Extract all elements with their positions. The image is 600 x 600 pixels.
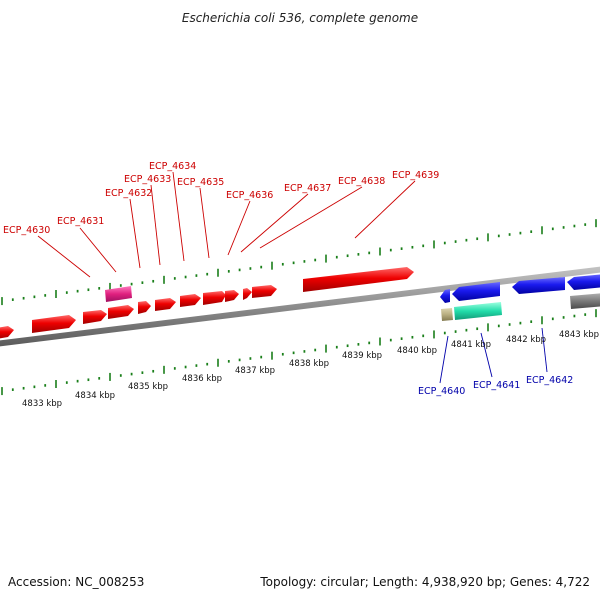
kbp-label: 4839 kbp xyxy=(342,351,382,361)
gene-feature[interactable] xyxy=(512,277,565,294)
gene-feature[interactable] xyxy=(83,310,107,324)
bottom-scale-ticks xyxy=(1,309,597,396)
top-scale-ticks xyxy=(1,219,597,306)
kbp-label: 4837 kbp xyxy=(235,366,275,376)
kbp-label: 4841 kbp xyxy=(451,340,491,350)
gene-feature[interactable] xyxy=(108,305,134,319)
kbp-label: 4836 kbp xyxy=(182,374,222,384)
gene-label[interactable]: ECP_4634 xyxy=(149,161,196,172)
leader-line xyxy=(259,186,363,249)
rna-feature[interactable] xyxy=(105,286,132,302)
leader-line xyxy=(150,184,161,266)
kbp-label: 4835 kbp xyxy=(128,382,168,392)
gene-label-leaders xyxy=(37,171,548,384)
accession-text: Accession: NC_008253 xyxy=(8,575,144,589)
top-strand-genes xyxy=(0,267,414,339)
leader-line xyxy=(354,180,416,239)
gene-label[interactable]: ECP_4638 xyxy=(338,176,385,187)
genome-summary-text: Topology: circular; Length: 4,938,920 bp… xyxy=(259,575,590,589)
gene-label[interactable]: ECP_4633 xyxy=(124,174,171,185)
gene-feature[interactable] xyxy=(252,285,277,298)
leader-line xyxy=(439,335,449,384)
leader-line xyxy=(240,193,309,253)
leader-line xyxy=(227,200,251,256)
gene-feature[interactable] xyxy=(32,315,76,333)
gene-feature[interactable] xyxy=(570,293,600,309)
gene-label[interactable]: ECP_4635 xyxy=(177,177,224,188)
leader-line xyxy=(172,171,185,262)
leader-line xyxy=(480,332,493,378)
gene-feature[interactable] xyxy=(243,288,252,300)
gene-feature[interactable] xyxy=(0,326,14,339)
gene-label[interactable]: ECP_4630 xyxy=(3,225,50,236)
gene-labels: ECP_4630 ECP_4631 ECP_4632 ECP_4633 ECP_4634… xyxy=(3,161,573,397)
gene-feature[interactable] xyxy=(303,267,414,292)
gene-feature[interactable] xyxy=(138,301,151,314)
kbp-label: 4833 kbp xyxy=(22,399,62,409)
gene-label[interactable]: ECP_4631 xyxy=(57,216,104,227)
leader-line xyxy=(79,227,117,273)
map-title: Escherichia coli 536, complete genome xyxy=(182,11,418,25)
gene-label[interactable]: ECP_4641 xyxy=(473,380,520,391)
gene-label[interactable]: ECP_4637 xyxy=(284,183,331,194)
bottom-strand-genes xyxy=(440,274,600,321)
gene-feature[interactable] xyxy=(203,291,226,305)
gene-label[interactable]: ECP_4642 xyxy=(526,375,573,386)
gene-label[interactable]: ECP_4639 xyxy=(392,170,439,181)
gene-feature[interactable] xyxy=(441,308,453,321)
leader-line xyxy=(199,187,210,259)
gene-feature[interactable] xyxy=(225,290,239,302)
genome-backbone xyxy=(0,266,600,347)
leader-line xyxy=(541,327,548,373)
gene-feature[interactable] xyxy=(454,302,502,320)
gene-label[interactable]: ECP_4636 xyxy=(226,190,273,201)
gene-feature[interactable] xyxy=(180,294,201,307)
leader-line xyxy=(37,235,91,278)
gene-label[interactable]: ECP_4632 xyxy=(105,188,152,199)
kbp-label: 4838 kbp xyxy=(289,359,329,369)
gene-feature[interactable] xyxy=(567,274,600,290)
kbp-label: 4842 kbp xyxy=(506,335,546,345)
gene-feature[interactable] xyxy=(155,298,176,311)
kbp-scale-labels: 4833 kbp 4834 kbp 4835 kbp 4836 kbp 4837 kbp… xyxy=(22,330,599,409)
leader-line xyxy=(129,198,141,269)
kbp-label: 4843 kbp xyxy=(559,330,599,340)
gene-feature[interactable] xyxy=(452,282,500,301)
kbp-label: 4840 kbp xyxy=(397,346,437,356)
kbp-label: 4834 kbp xyxy=(75,391,115,401)
gene-feature[interactable] xyxy=(440,289,450,303)
gene-label[interactable]: ECP_4640 xyxy=(418,386,465,397)
